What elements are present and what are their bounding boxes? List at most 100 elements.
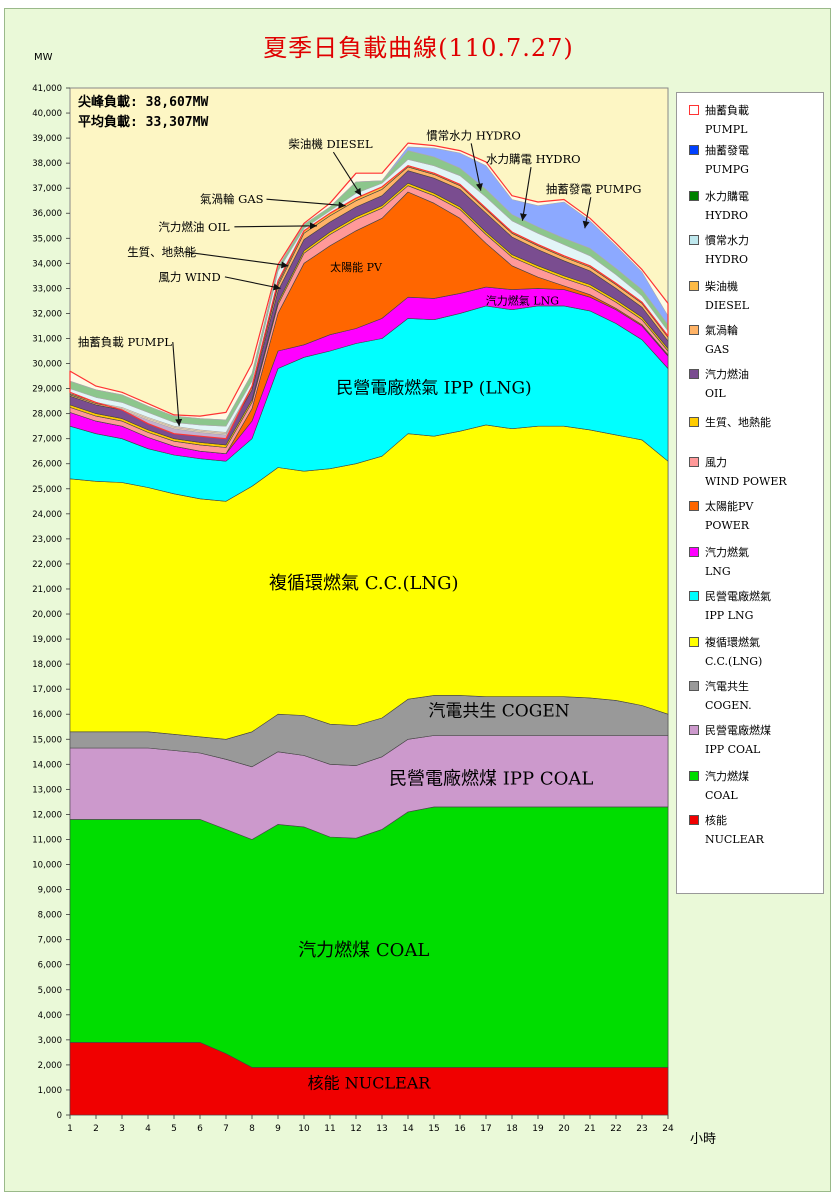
- y-tick-label: 18,000: [32, 660, 62, 670]
- y-tick-label: 10,000: [32, 861, 62, 871]
- x-tick-label: 11: [324, 1124, 335, 1134]
- area-label-ipp-coal: 民營電廠燃煤 IPP COAL: [389, 767, 593, 789]
- x-tick-label: 13: [376, 1124, 387, 1134]
- annotation-arrowhead: [475, 183, 483, 191]
- annotation-oil: 汽力燃油 OIL: [158, 220, 230, 234]
- legend-swatch: [689, 637, 699, 647]
- y-tick-label: 8,000: [38, 911, 62, 921]
- legend-label: 抽蓄發電 PUMPG: [705, 144, 749, 176]
- x-tick-label: 7: [223, 1124, 229, 1134]
- legend-swatch: [689, 235, 699, 245]
- y-tick-label: 11,000: [32, 835, 62, 845]
- y-tick-label: 41,000: [32, 84, 62, 94]
- y-tick-label: 25,000: [32, 485, 62, 495]
- legend-swatch: [689, 325, 699, 335]
- legend-item-cogen: 汽電共生 COGEN.: [689, 677, 752, 715]
- annotation-arrow: [332, 151, 362, 197]
- area-label-lng: 汽力燃氣 LNG: [486, 294, 559, 308]
- legend-swatch: [689, 145, 699, 155]
- legend-item-wind: 風力 WIND POWER: [689, 453, 787, 491]
- annotation-hydro-buy: 水力購電 HYDRO: [486, 152, 581, 166]
- legend-swatch: [689, 725, 699, 735]
- peak-load-label: 尖峰負載: 38,607MW: [78, 94, 208, 110]
- y-tick-label: 2,000: [38, 1061, 62, 1071]
- y-tick-label: 7,000: [38, 936, 62, 946]
- y-tick-label: 3,000: [38, 1036, 62, 1046]
- x-tick-label: 12: [350, 1124, 361, 1134]
- legend-swatch: [689, 771, 699, 781]
- y-tick-label: 0: [57, 1111, 62, 1121]
- legend-swatch: [689, 815, 699, 825]
- annotation-arrowhead: [338, 201, 346, 209]
- x-tick-label: 1: [67, 1124, 73, 1134]
- area-label-ipp-lng: 民營電廠燃氣 IPP (LNG): [336, 378, 531, 399]
- y-tick-label: 32,000: [32, 309, 62, 319]
- y-tick-label: 13,000: [32, 785, 62, 795]
- annotation-arrowhead: [309, 222, 317, 230]
- legend-label: 太陽能PV POWER: [705, 500, 754, 532]
- x-tick-label: 18: [506, 1124, 518, 1134]
- y-tick-label: 17,000: [32, 685, 62, 695]
- annotation-arrow: [172, 341, 180, 427]
- legend-label: 氣渦輪 GAS: [705, 324, 738, 356]
- y-tick-label: 26,000: [32, 460, 62, 470]
- annotation-arrowhead: [175, 418, 183, 427]
- y-tick-label: 38,000: [32, 159, 62, 169]
- annotation-arrowhead: [354, 187, 362, 196]
- area-label-coal: 汽力燃煤 COAL: [298, 940, 429, 961]
- y-tick-label: 9,000: [38, 886, 62, 896]
- annotation-arrow: [184, 251, 289, 267]
- y-tick-label: 30,000: [32, 360, 62, 370]
- x-tick-label: 14: [402, 1124, 414, 1134]
- legend-item-pv: 太陽能PV POWER: [689, 497, 753, 535]
- legend-item-oil: 汽力燃油 OIL: [689, 365, 749, 403]
- x-axis-unit: 小時: [690, 1132, 717, 1147]
- legend-swatch: [689, 457, 699, 467]
- x-tick-label: 22: [610, 1124, 621, 1134]
- legend-item-diesel: 柴油機 DIESEL: [689, 277, 749, 315]
- y-tick-label: 24,000: [32, 510, 62, 520]
- annotation-bio: 生質、地熱能: [127, 245, 196, 259]
- legend-label: 生質、地熱能: [705, 416, 771, 429]
- legend-label: 汽力燃油 OIL: [705, 368, 749, 400]
- legend-label: 民營電廠燃煤 IPP COAL: [705, 724, 771, 756]
- legend-item-nuclear: 核能 NUCLEAR: [689, 811, 764, 849]
- y-tick-label: 23,000: [32, 535, 62, 545]
- legend-item-bio: 生質、地熱能: [689, 413, 771, 432]
- x-tick-label: 5: [171, 1124, 177, 1134]
- x-tick-label: 3: [119, 1124, 125, 1134]
- legend-swatch: [689, 191, 699, 201]
- annotation-pumpl: 抽蓄負載 PUMPL: [78, 335, 172, 349]
- area-label-pv: 太陽能 PV: [330, 260, 383, 274]
- y-tick-label: 16,000: [32, 710, 62, 720]
- y-tick-label: 5,000: [38, 986, 62, 996]
- chart-title: 夏季日負載曲線(110.7.27): [263, 34, 574, 62]
- area-label-cogen: 汽電共生 COGEN: [428, 702, 569, 722]
- legend-label: 汽力燃氣 LNG: [705, 546, 749, 578]
- y-tick-label: 22,000: [32, 560, 62, 570]
- annotation-hydro: 慣常水力 HYDRO: [426, 128, 521, 142]
- y-tick-label: 1,000: [38, 1086, 62, 1096]
- legend-label: 汽電共生 COGEN.: [705, 680, 752, 712]
- legend-label: 抽蓄負載 PUMPL: [705, 104, 749, 136]
- legend-label: 柴油機 DIESEL: [705, 280, 750, 312]
- annotation-wind: 風力 WIND: [158, 270, 220, 284]
- annotation-arrow: [266, 198, 346, 207]
- annotation-arrowhead: [582, 220, 590, 229]
- annotation-gas: 氣渦輪 GAS: [200, 192, 264, 206]
- y-tick-label: 20,000: [32, 610, 62, 620]
- legend-item-lng: 汽力燃氣 LNG: [689, 543, 749, 581]
- area-coal: [69, 806, 669, 1068]
- x-tick-label: 4: [145, 1124, 151, 1134]
- legend-label: 核能 NUCLEAR: [705, 814, 764, 846]
- y-tick-label: 35,000: [32, 234, 62, 244]
- x-tick-label: 2: [93, 1124, 99, 1134]
- legend-item-ipp-coal: 民營電廠燃煤 IPP COAL: [689, 721, 771, 759]
- legend-swatch: [689, 417, 699, 427]
- x-tick-label: 15: [428, 1124, 439, 1134]
- y-tick-label: 6,000: [38, 961, 62, 971]
- annotation-arrowhead: [520, 213, 527, 221]
- annotation-arrow: [234, 225, 318, 228]
- x-tick-label: 23: [636, 1124, 647, 1134]
